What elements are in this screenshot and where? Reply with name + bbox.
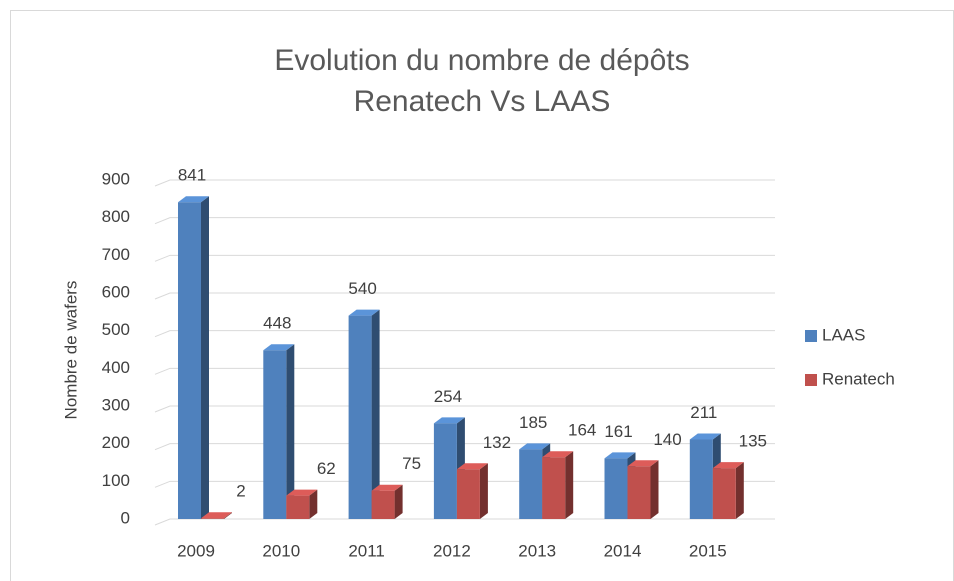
y-tick-label: 400 xyxy=(102,358,130,377)
bar-front xyxy=(689,439,713,519)
x-tick-label: 2009 xyxy=(177,541,215,560)
x-tick-label: 2015 xyxy=(689,541,727,560)
bar-top xyxy=(371,484,403,491)
bar-front xyxy=(456,469,480,519)
bar-side xyxy=(565,451,574,519)
data-label: 135 xyxy=(739,432,767,451)
bar-side xyxy=(286,344,295,519)
grid-line xyxy=(154,367,775,375)
bar-front xyxy=(519,449,543,519)
bar-top xyxy=(712,462,744,469)
bar-front xyxy=(627,466,651,519)
x-tick-label: 2014 xyxy=(604,541,642,560)
legend-swatch xyxy=(805,330,817,342)
x-tick-label: 2010 xyxy=(262,541,300,560)
data-label: 448 xyxy=(263,314,291,333)
bar-top xyxy=(348,309,380,316)
bar-side xyxy=(650,460,659,519)
data-label: 211 xyxy=(690,403,717,422)
bar xyxy=(263,344,295,519)
bar xyxy=(178,196,209,519)
bar-top xyxy=(689,433,721,440)
bar xyxy=(348,309,380,519)
bar-front xyxy=(201,518,224,519)
bar-front xyxy=(371,490,395,519)
y-tick-label: 0 xyxy=(121,508,130,527)
y-tick-label: 500 xyxy=(102,320,130,339)
bar-top xyxy=(286,489,318,496)
y-tick-label: 600 xyxy=(102,282,130,301)
chart-title: Renatech Vs LAAS xyxy=(354,85,611,118)
bar-top xyxy=(456,463,488,470)
data-label: 2 xyxy=(236,482,245,501)
bar-front xyxy=(542,457,566,519)
y-tick-label: 800 xyxy=(102,207,130,226)
data-label: 185 xyxy=(519,413,547,432)
legend-label: Renatech xyxy=(822,369,895,388)
bar-side xyxy=(735,462,744,519)
grid-line xyxy=(154,217,775,225)
data-label: 540 xyxy=(348,279,376,298)
bar xyxy=(286,489,318,519)
bar-top xyxy=(604,452,636,459)
legend-label: LAAS xyxy=(822,325,865,344)
bar-top xyxy=(519,443,551,450)
bar xyxy=(712,462,744,519)
bar xyxy=(456,463,488,519)
grid-line xyxy=(154,518,775,526)
bar-front xyxy=(348,315,372,519)
grid-line xyxy=(154,179,775,187)
bar-front xyxy=(263,350,287,519)
bar-top xyxy=(627,460,659,467)
bar-front xyxy=(286,495,310,519)
data-label: 254 xyxy=(434,387,462,406)
bar-side xyxy=(394,484,403,519)
data-label: 841 xyxy=(178,166,206,185)
y-tick-label: 200 xyxy=(102,433,130,452)
bar xyxy=(371,484,403,519)
bar-side xyxy=(371,309,380,519)
bar-top xyxy=(201,512,232,519)
bar-front xyxy=(604,458,628,519)
data-label: 62 xyxy=(317,459,336,478)
y-tick-label: 900 xyxy=(102,169,130,188)
x-tick-label: 2012 xyxy=(433,541,471,560)
chart-title: Evolution du nombre de dépôts xyxy=(274,44,689,77)
x-tick-label: 2013 xyxy=(518,541,556,560)
bar xyxy=(627,460,659,519)
y-tick-label: 300 xyxy=(102,395,130,414)
bar-top xyxy=(433,417,465,424)
bar-side xyxy=(479,463,488,519)
bar-side xyxy=(201,196,209,519)
grid-line xyxy=(154,254,775,262)
bar-front xyxy=(178,202,201,519)
y-tick-label: 700 xyxy=(102,245,130,264)
grid-line xyxy=(154,330,775,338)
data-label: 164 xyxy=(568,421,596,440)
x-tick-label: 2011 xyxy=(348,541,385,560)
y-tick-label: 100 xyxy=(102,471,130,490)
bar-front xyxy=(433,423,457,519)
grid-line xyxy=(154,292,775,300)
grid-line xyxy=(154,405,775,413)
bar xyxy=(201,512,232,519)
legend-swatch xyxy=(805,374,817,386)
bar-top xyxy=(178,196,209,203)
bar-side xyxy=(309,489,318,519)
bar-top xyxy=(263,344,295,351)
data-label: 140 xyxy=(653,430,681,449)
bar-side xyxy=(224,512,232,519)
data-label: 75 xyxy=(402,454,421,473)
data-label: 132 xyxy=(483,433,511,452)
bar-front xyxy=(712,468,736,519)
grid-line xyxy=(154,443,775,451)
grid-line xyxy=(154,480,775,488)
data-label: 161 xyxy=(604,422,632,441)
bar xyxy=(542,451,574,519)
bar-top xyxy=(542,451,574,458)
y-axis-label: Nombre de wafers xyxy=(61,281,80,420)
